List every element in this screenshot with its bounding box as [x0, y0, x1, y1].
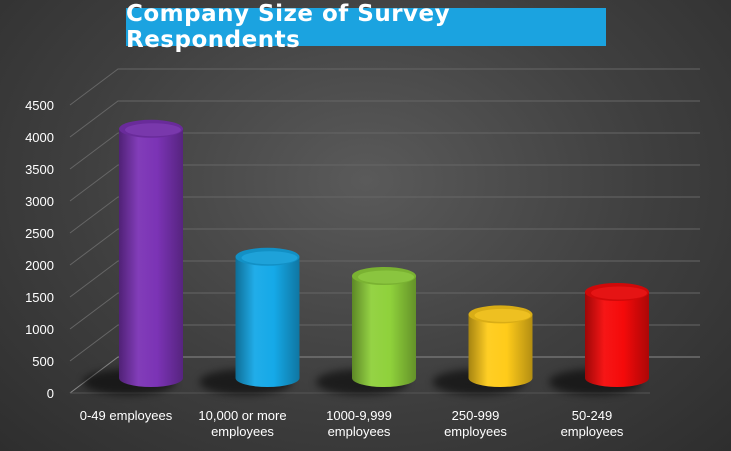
bar-top-highlight — [474, 308, 531, 322]
chart-title-box: Company Size of Survey Respondents — [126, 1, 606, 53]
gridline — [69, 292, 700, 330]
y-tick-label: 1500 — [25, 290, 54, 305]
y-tick-label: 3000 — [25, 194, 54, 209]
gridline — [69, 164, 700, 202]
x-tick-label: employees — [211, 424, 274, 439]
y-tick-label: 500 — [32, 354, 54, 369]
y-tick-label: 0 — [47, 386, 54, 401]
y-tick-label: 3500 — [25, 162, 54, 177]
bars — [119, 119, 649, 388]
y-tick-label: 1000 — [25, 322, 54, 337]
bar-top-highlight — [358, 270, 414, 284]
x-tick-label: 250-999 — [452, 408, 500, 423]
x-tick-label: employees — [444, 424, 507, 439]
chart-title: Company Size of Survey Respondents — [126, 1, 451, 53]
bar-body — [119, 128, 183, 388]
bar-cylinder — [119, 119, 183, 388]
bar-cylinder — [352, 267, 416, 387]
y-tick-label: 2500 — [25, 226, 54, 241]
bar-top-highlight — [125, 123, 181, 137]
gridline — [69, 260, 700, 298]
grid-lines — [69, 68, 700, 394]
bar-top-highlight — [591, 286, 647, 300]
x-tick-label: 1000-9,999 — [326, 408, 392, 423]
gridline — [69, 132, 700, 170]
bar-body — [352, 276, 416, 387]
y-tick-label: 4000 — [25, 130, 54, 145]
bar-cylinder — [235, 247, 300, 387]
bar-top-highlight — [241, 251, 298, 265]
gridline — [69, 100, 700, 138]
x-tick-label: 10,000 or more — [198, 408, 286, 423]
bar-body — [468, 314, 533, 387]
x-tick-label: employees — [561, 424, 624, 439]
x-axis-ticks: 0-49 employees 10,000 or moreemployees100… — [80, 408, 624, 439]
bar-body — [235, 256, 300, 387]
bar-cylinder — [585, 283, 649, 387]
gridline — [69, 196, 700, 234]
gridline — [69, 68, 700, 106]
y-axis-ticks: 0 500 1000 1500 2000 2500 3000 3500 4000 4500 — [25, 98, 54, 401]
y-tick-label: 4500 — [25, 98, 54, 113]
bar-cylinder — [468, 305, 533, 387]
x-tick-label: 0-49 employees — [80, 408, 173, 423]
bar-body — [585, 292, 649, 387]
x-tick-label: employees — [328, 424, 391, 439]
x-tick-label: 50-249 — [572, 408, 612, 423]
y-tick-label: 2000 — [25, 258, 54, 273]
gridline — [69, 228, 700, 266]
